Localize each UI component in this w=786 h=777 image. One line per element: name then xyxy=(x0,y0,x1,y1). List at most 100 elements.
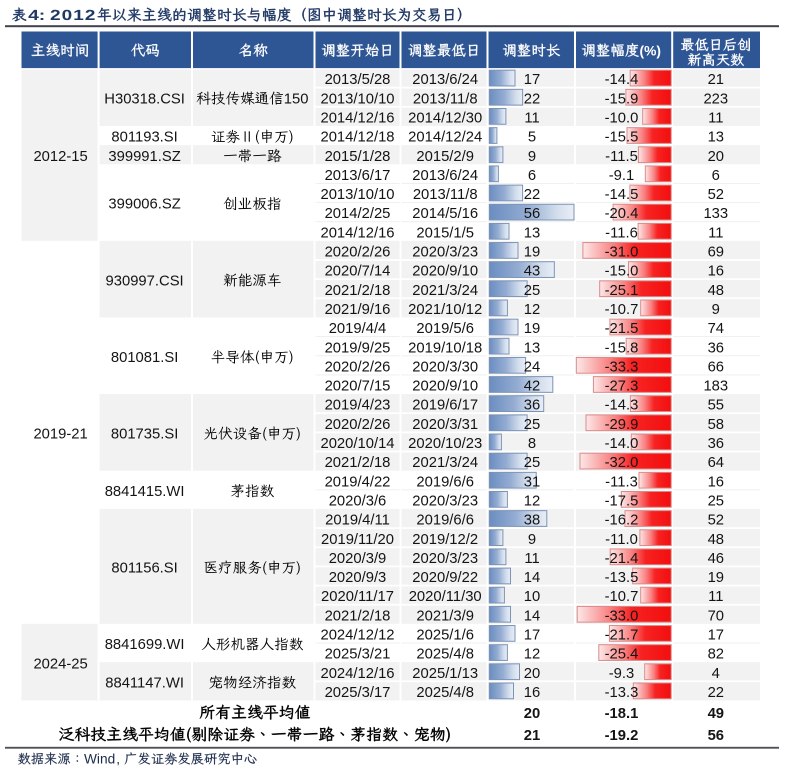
svg-text:9: 9 xyxy=(528,149,536,165)
svg-text:11: 11 xyxy=(524,551,539,567)
svg-text:2012-15: 2012-15 xyxy=(33,149,87,165)
svg-text:9: 9 xyxy=(528,532,536,548)
svg-text:133: 133 xyxy=(703,206,728,222)
svg-text:19: 19 xyxy=(524,245,540,261)
svg-text:8841699.WI: 8841699.WI xyxy=(105,637,185,653)
svg-text:-15.5: -15.5 xyxy=(605,130,639,146)
svg-text:48: 48 xyxy=(708,283,724,299)
svg-text:2020/3/23: 2020/3/23 xyxy=(412,551,478,567)
svg-text:-11.0: -11.0 xyxy=(605,532,638,548)
svg-text:2020/2/26: 2020/2/26 xyxy=(325,245,391,261)
svg-text:2014/2/25: 2014/2/25 xyxy=(325,206,391,222)
svg-text:2020/10/14: 2020/10/14 xyxy=(320,436,394,452)
svg-text:2013/10/10: 2013/10/10 xyxy=(320,187,394,203)
svg-text:66: 66 xyxy=(708,359,724,375)
svg-text:-21.4: -21.4 xyxy=(605,551,639,567)
svg-text:2025/1/13: 2025/1/13 xyxy=(412,666,478,682)
svg-text:2019-21: 2019-21 xyxy=(33,426,87,442)
svg-text:21: 21 xyxy=(524,728,540,744)
svg-text:399006.SZ: 399006.SZ xyxy=(108,197,180,213)
svg-text:8841415.WI: 8841415.WI xyxy=(105,484,185,500)
svg-text:16: 16 xyxy=(708,474,724,490)
svg-text:11: 11 xyxy=(524,110,539,126)
svg-text:2020/3/31: 2020/3/31 xyxy=(412,417,478,433)
svg-text:2019/6/6: 2019/6/6 xyxy=(416,474,474,490)
svg-text:2020/11/17: 2020/11/17 xyxy=(321,589,394,605)
svg-text:-9.3: -9.3 xyxy=(609,666,635,682)
svg-text:36: 36 xyxy=(708,340,724,356)
svg-text:2019/10/18: 2019/10/18 xyxy=(408,340,482,356)
svg-text:9: 9 xyxy=(712,302,720,318)
svg-text:2020/3/6: 2020/3/6 xyxy=(329,493,387,509)
svg-text:801081.SI: 801081.SI xyxy=(111,350,178,366)
svg-text:22: 22 xyxy=(524,187,540,203)
svg-text:2014/12/16: 2014/12/16 xyxy=(320,225,394,241)
svg-text:-29.9: -29.9 xyxy=(605,417,639,433)
svg-text:2015/1/28: 2015/1/28 xyxy=(325,149,391,165)
svg-text:36: 36 xyxy=(524,398,540,414)
svg-text:-11.6: -11.6 xyxy=(605,225,638,241)
svg-text:-11.3: -11.3 xyxy=(605,474,638,490)
svg-text:399991.SZ: 399991.SZ xyxy=(108,149,180,165)
svg-text:-15.9: -15.9 xyxy=(605,91,639,107)
svg-text:801193.SI: 801193.SI xyxy=(111,130,177,146)
svg-text:49: 49 xyxy=(708,706,724,722)
svg-text:-19.2: -19.2 xyxy=(605,728,639,744)
svg-text:-20.4: -20.4 xyxy=(605,206,639,222)
svg-text:2025/3/21: 2025/3/21 xyxy=(325,647,391,663)
svg-text:-25.1: -25.1 xyxy=(605,283,639,299)
svg-text:69: 69 xyxy=(708,245,724,261)
svg-text:,: , xyxy=(116,751,120,766)
svg-text:2013/6/24: 2013/6/24 xyxy=(412,72,478,88)
svg-text:17: 17 xyxy=(708,628,724,644)
svg-text:48: 48 xyxy=(708,532,724,548)
svg-text:13: 13 xyxy=(708,130,724,146)
svg-text:2013/10/10: 2013/10/10 xyxy=(320,91,394,107)
svg-text:2021/3/9: 2021/3/9 xyxy=(416,608,474,624)
svg-text:2020/10/23: 2020/10/23 xyxy=(408,436,482,452)
svg-text:2015/2/9: 2015/2/9 xyxy=(416,149,474,165)
svg-text:-10.0: -10.0 xyxy=(605,110,639,126)
svg-text:14: 14 xyxy=(524,570,540,586)
svg-text:2014/12/18: 2014/12/18 xyxy=(320,130,394,146)
svg-text:36: 36 xyxy=(708,436,724,452)
svg-text:-11.5: -11.5 xyxy=(605,149,638,165)
svg-text:52: 52 xyxy=(708,187,724,203)
svg-text:14: 14 xyxy=(524,608,540,624)
svg-text:16: 16 xyxy=(524,685,540,701)
svg-text:-33.3: -33.3 xyxy=(605,359,639,375)
svg-text:2019/4/23: 2019/4/23 xyxy=(325,398,391,414)
svg-text:10: 10 xyxy=(524,589,540,605)
svg-text:8841147.WI: 8841147.WI xyxy=(105,675,184,691)
svg-text:2021/9/16: 2021/9/16 xyxy=(325,302,391,318)
svg-text:25: 25 xyxy=(524,417,540,433)
svg-text:16: 16 xyxy=(708,264,724,280)
svg-text:-14.3: -14.3 xyxy=(605,398,639,414)
svg-text:2025/4/8: 2025/4/8 xyxy=(416,685,474,701)
svg-text:-31.0: -31.0 xyxy=(605,245,639,261)
svg-text:5: 5 xyxy=(528,130,536,146)
svg-text:2024/12/12: 2024/12/12 xyxy=(320,628,394,644)
svg-text:19: 19 xyxy=(708,570,724,586)
svg-text:-27.3: -27.3 xyxy=(605,379,639,395)
svg-text:2020/3/9: 2020/3/9 xyxy=(329,551,387,567)
svg-text:2021/2/18: 2021/2/18 xyxy=(325,283,391,299)
svg-text:2021/2/18: 2021/2/18 xyxy=(325,455,391,471)
svg-text:2020/9/3: 2020/9/3 xyxy=(329,570,387,586)
svg-text:2014/5/16: 2014/5/16 xyxy=(412,206,478,222)
svg-text:223: 223 xyxy=(703,91,728,107)
svg-text:-9.1: -9.1 xyxy=(609,168,635,184)
svg-text:183: 183 xyxy=(703,379,728,395)
svg-text:2014/12/24: 2014/12/24 xyxy=(408,130,482,146)
svg-text:6: 6 xyxy=(712,168,720,184)
svg-text:Wind: Wind xyxy=(84,751,115,766)
svg-text:H30318.CSI: H30318.CSI xyxy=(104,91,185,107)
svg-text:-14.0: -14.0 xyxy=(605,436,639,452)
svg-text:2024-25: 2024-25 xyxy=(33,656,87,672)
svg-text:-16.2: -16.2 xyxy=(605,513,639,529)
svg-text:58: 58 xyxy=(708,417,724,433)
svg-text:-17.5: -17.5 xyxy=(605,493,639,509)
svg-text:-10.7: -10.7 xyxy=(605,589,639,605)
svg-text:2019/4/11: 2019/4/11 xyxy=(325,513,390,529)
svg-text:2020/7/15: 2020/7/15 xyxy=(325,379,391,395)
